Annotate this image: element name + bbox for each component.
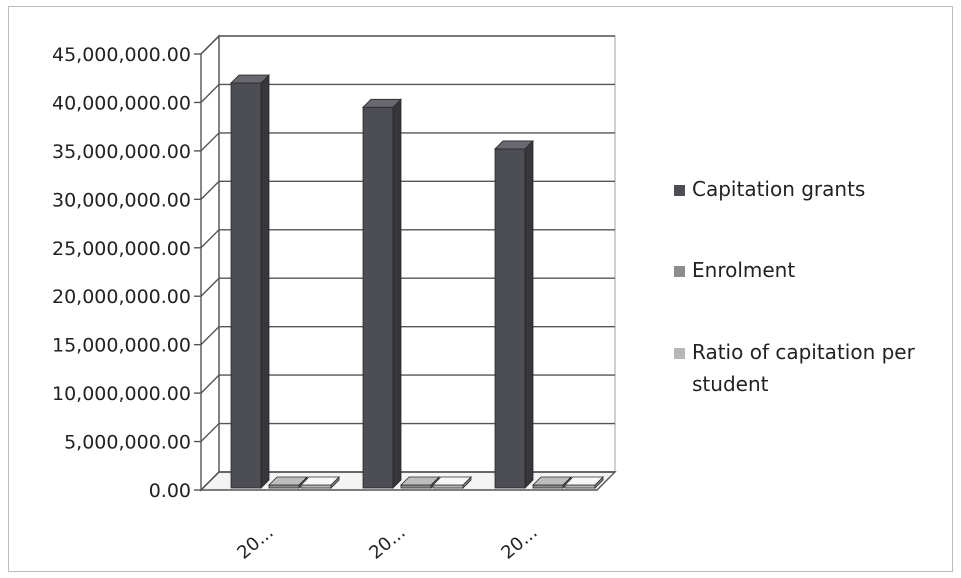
gridline xyxy=(200,422,615,443)
gridline xyxy=(200,180,615,200)
y-tick-label: 45,000,000.00 xyxy=(52,44,191,66)
y-tick-label: 15,000,000.00 xyxy=(52,335,191,357)
legend: Capitation grants Enrolment Ratio of capit… xyxy=(674,177,916,396)
x-category-label: 20... xyxy=(233,522,277,564)
gridline xyxy=(200,374,615,394)
y-tick-label: 10,000,000.00 xyxy=(52,383,191,405)
legend-label: Ratio of capitation per student xyxy=(692,340,916,396)
gridline xyxy=(200,277,615,297)
bar xyxy=(268,476,308,489)
gridline xyxy=(200,229,615,249)
y-tick-label: 35,000,000.00 xyxy=(52,141,191,163)
y-tick-label: 20,000,000.00 xyxy=(52,286,191,308)
bar xyxy=(300,476,340,489)
y-tick-label: 40,000,000.00 xyxy=(52,92,191,114)
bar xyxy=(362,98,402,489)
legend-label: Capitation grants xyxy=(692,177,865,201)
gridline xyxy=(200,83,615,103)
gridline xyxy=(200,35,615,55)
x-category-label: 20... xyxy=(497,522,541,564)
legend-item: Ratio of capitation per student xyxy=(674,340,916,396)
gridline xyxy=(200,471,615,491)
x-axis-category-labels: 20... 20... 20... xyxy=(233,522,541,564)
bars xyxy=(230,74,604,489)
y-tick-label: 25,000,000.00 xyxy=(52,238,191,260)
y-tick-label: 30,000,000.00 xyxy=(52,189,191,211)
bar xyxy=(432,476,472,489)
bar xyxy=(564,476,604,489)
gridline xyxy=(200,132,615,152)
chart-canvas: 0.00 5,000,000.00 10,000,000.00 15,000,000.… xyxy=(52,34,916,564)
y-axis-tick-labels: 0.00 5,000,000.00 10,000,000.00 15,000,000.… xyxy=(52,44,191,502)
y-tick-label: 5,000,000.00 xyxy=(64,432,191,454)
legend-swatch xyxy=(674,185,685,196)
back-wall xyxy=(218,35,616,473)
side-wall xyxy=(200,34,220,492)
y-tick-label: 0.00 xyxy=(149,480,191,502)
gridlines xyxy=(194,35,615,491)
bar xyxy=(230,74,270,489)
gridline xyxy=(200,325,615,346)
chart-frame: 0.00 5,000,000.00 10,000,000.00 15,000,000.… xyxy=(8,6,953,572)
bar xyxy=(494,139,534,489)
legend-item: Capitation grants xyxy=(674,177,865,201)
legend-swatch xyxy=(674,266,685,277)
legend-item: Enrolment xyxy=(674,258,795,282)
legend-label: Enrolment xyxy=(692,258,795,282)
legend-swatch xyxy=(674,348,685,359)
x-category-label: 20... xyxy=(365,522,409,564)
